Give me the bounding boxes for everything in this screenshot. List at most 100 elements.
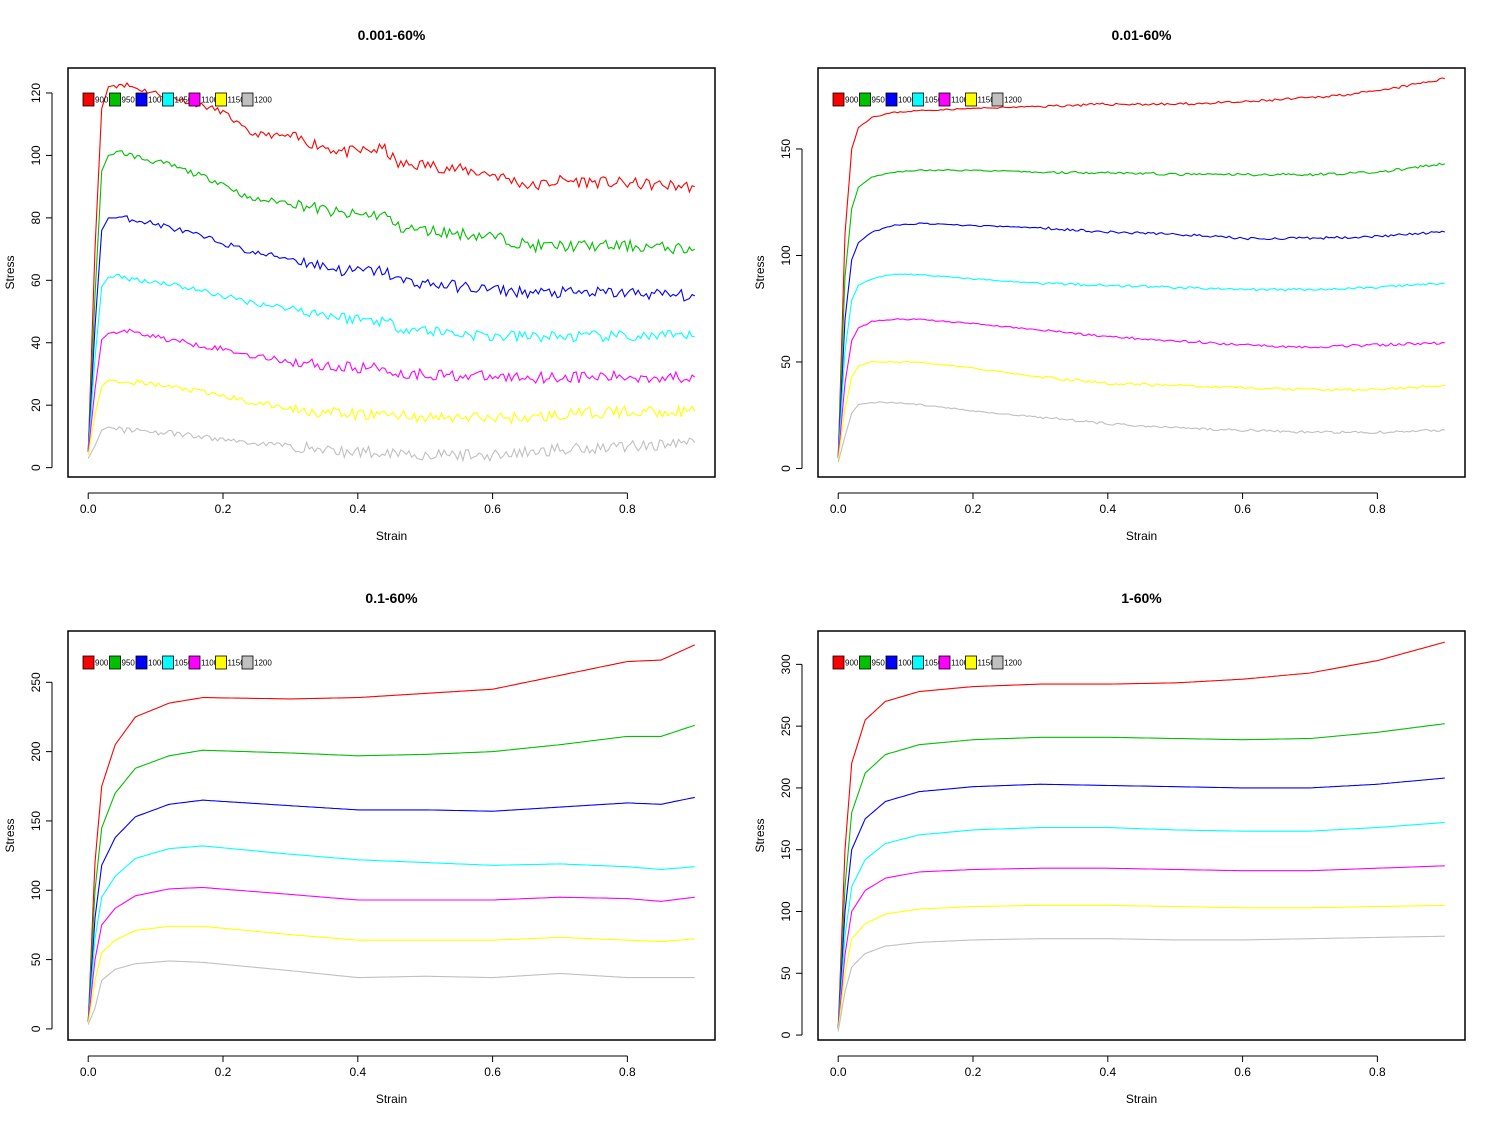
y-tick-label: 300	[779, 654, 793, 674]
legend-label-1200: 1200	[254, 96, 272, 105]
y-tick-label: 0	[29, 1025, 43, 1032]
series-line-1150	[87, 378, 696, 456]
y-tick-label: 250	[779, 716, 793, 736]
legend-label-1100: 1100	[951, 659, 969, 668]
legend-label-1100: 1100	[951, 96, 969, 105]
legend-label-1000: 1000	[898, 659, 916, 668]
y-axis-label: Stress	[753, 255, 767, 289]
legend-swatch-1200	[991, 92, 1004, 107]
legend-swatch-900	[832, 655, 845, 670]
legend-label-1000: 1000	[148, 659, 166, 668]
series-line-1000	[87, 796, 695, 1023]
y-tick-label: 250	[29, 672, 43, 692]
legend-swatch-1150	[215, 92, 227, 107]
legend: 900 950 1000 1050 1100 1150 1200	[82, 655, 272, 670]
x-tick-label: 0.6	[1234, 502, 1251, 516]
series-line-1200	[87, 426, 696, 463]
y-tick-label: 100	[29, 880, 43, 900]
chart-title: 0.001-60%	[358, 27, 426, 43]
legend-swatch-1050	[912, 655, 924, 670]
y-tick-label: 0	[779, 1031, 793, 1038]
legend-label-950: 950	[122, 659, 136, 668]
x-axis-label: Strain	[376, 529, 407, 543]
legend-label-950: 950	[872, 96, 886, 105]
x-tick-label: 0.6	[484, 1065, 501, 1079]
y-tick-label: 0	[29, 464, 43, 471]
x-tick-label: 0.2	[965, 1065, 982, 1079]
series-line-950	[837, 162, 1445, 458]
chart-title: 1-60%	[1121, 590, 1162, 606]
plot-frame	[67, 67, 716, 478]
legend-swatch-950	[859, 655, 871, 670]
legend-swatch-1200	[991, 655, 1004, 670]
series-line-900	[87, 82, 695, 453]
legend-label-1050: 1050	[175, 96, 193, 105]
chart-panel-2: 0.01-60% 0.0 0.2 0.4 0.6 0.8 Strain 0 50 100 150 St…	[753, 27, 1466, 543]
x-tick-label: 0.4	[1099, 1065, 1116, 1079]
series-line-1050	[87, 273, 695, 453]
series-line-1100	[837, 318, 1445, 458]
y-tick-label: 200	[779, 778, 793, 798]
plot-frame	[817, 67, 1466, 478]
y-tick-label: 120	[29, 83, 43, 103]
legend-label-1150: 1150	[228, 96, 246, 105]
series-line-1000	[837, 222, 1445, 458]
legend-label-900: 900	[845, 659, 859, 668]
legend-swatch-1100	[938, 655, 951, 670]
legend-label-1100: 1100	[201, 659, 219, 668]
legend-swatch-1100	[938, 92, 951, 107]
legend-swatch-1000	[135, 92, 148, 107]
x-tick-label: 0.2	[215, 1065, 232, 1079]
x-tick-label: 0.0	[80, 502, 97, 516]
legend-label-1200: 1200	[254, 659, 272, 668]
legend-label-1050: 1050	[925, 96, 943, 105]
x-axis-label: Strain	[1126, 1092, 1157, 1106]
series-line-1150	[837, 360, 1445, 461]
chart-title: 0.1-60%	[365, 590, 418, 606]
legend-swatch-1100	[188, 655, 201, 670]
legend-label-900: 900	[95, 96, 109, 105]
series-line-950	[87, 150, 696, 453]
y-tick-label: 150	[779, 839, 793, 859]
x-tick-label: 0.0	[830, 502, 847, 516]
x-tick-label: 0.4	[349, 1065, 366, 1079]
y-tick-label: 100	[779, 901, 793, 921]
series-line-1000	[87, 215, 696, 453]
series-line-1050	[837, 821, 1445, 1029]
x-tick-label: 0.8	[1369, 1065, 1386, 1079]
y-axis-label: Stress	[3, 818, 17, 852]
x-tick-label: 0.4	[1099, 502, 1116, 516]
y-tick-label: 100	[29, 145, 43, 165]
series-line-1150	[87, 925, 695, 1024]
x-tick-label: 0.2	[965, 502, 982, 516]
y-tick-label: 40	[29, 336, 43, 350]
y-tick-label: 0	[779, 465, 793, 472]
legend-label-1000: 1000	[148, 96, 166, 105]
legend-label-900: 900	[845, 96, 859, 105]
x-tick-label: 0.6	[484, 502, 501, 516]
legend-swatch-950	[859, 92, 871, 107]
y-tick-label: 50	[29, 953, 43, 967]
legend-swatch-1150	[965, 92, 977, 107]
plot-frame	[67, 630, 716, 1041]
legend-swatch-900	[82, 92, 95, 107]
legend-label-1050: 1050	[175, 659, 193, 668]
y-tick-label: 50	[779, 355, 793, 369]
series-line-1100	[837, 865, 1445, 1029]
legend-label-1150: 1150	[978, 96, 996, 105]
legend-label-1150: 1150	[978, 659, 996, 668]
x-tick-label: 0.8	[619, 502, 636, 516]
y-tick-label: 100	[779, 245, 793, 265]
series-line-950	[837, 723, 1445, 1029]
series-line-1100	[87, 328, 696, 453]
series-line-1200	[837, 401, 1445, 463]
chart-title: 0.01-60%	[1112, 27, 1172, 43]
series-line-950	[87, 724, 695, 1023]
x-tick-label: 0.0	[80, 1065, 97, 1079]
legend-label-1000: 1000	[898, 96, 916, 105]
x-tick-label: 0.0	[830, 1065, 847, 1079]
legend-swatch-1200	[241, 92, 254, 107]
y-axis-label: Stress	[753, 818, 767, 852]
legend-swatch-900	[82, 655, 95, 670]
legend-swatch-1100	[188, 92, 201, 107]
